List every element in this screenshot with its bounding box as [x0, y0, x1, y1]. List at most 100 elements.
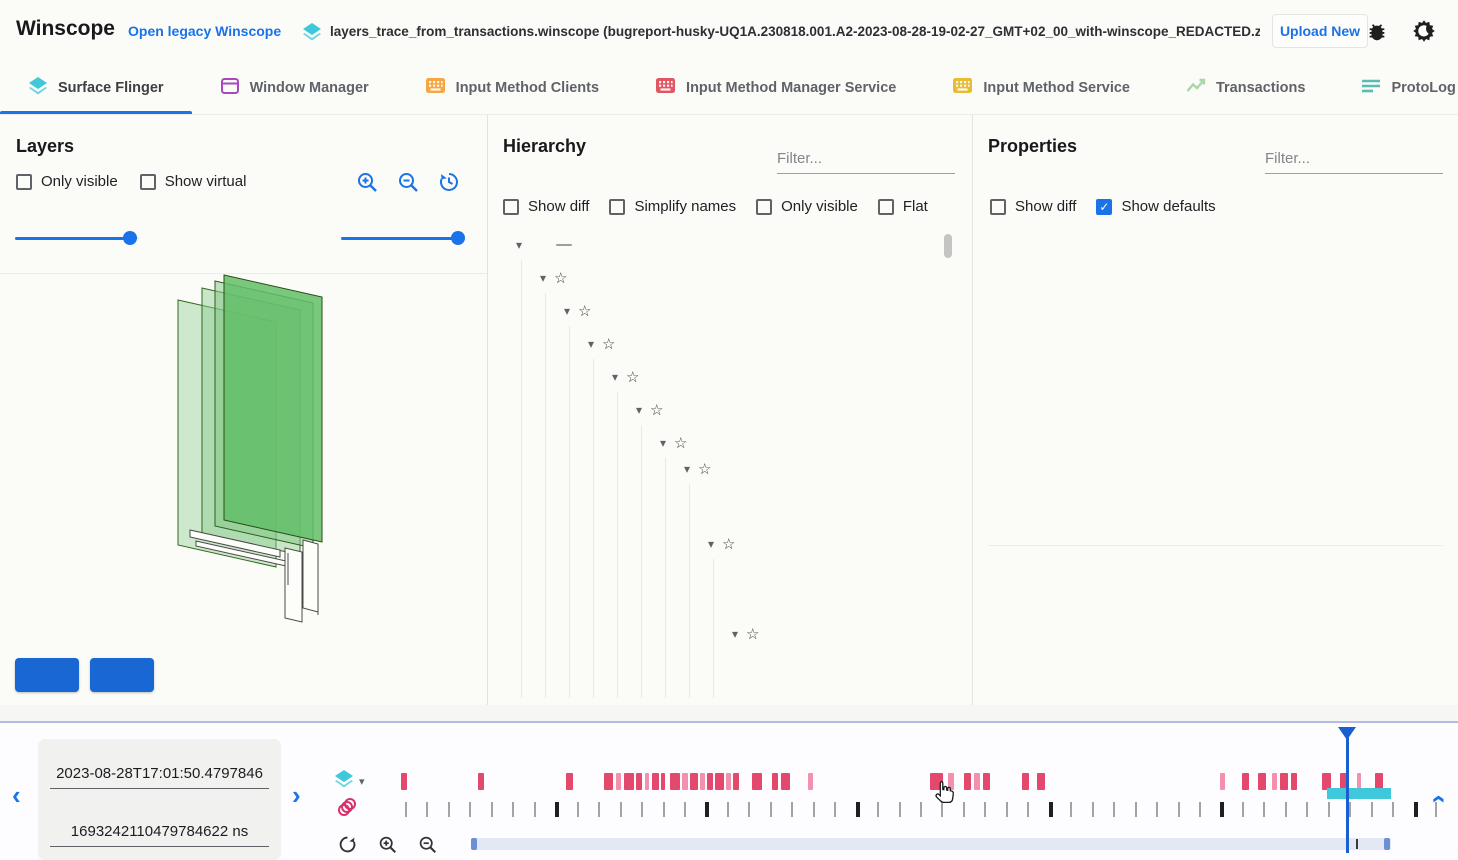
sf-event-mark[interactable] — [401, 773, 407, 790]
sf-event-mark[interactable] — [752, 773, 762, 790]
surfaceflinger-trace-icon[interactable] — [334, 769, 354, 794]
transaction-event-tick[interactable] — [1027, 802, 1030, 817]
sf-event-mark[interactable] — [781, 773, 790, 790]
hierarchy-filter-input[interactable] — [777, 148, 955, 174]
human-timestamp-field[interactable]: 2023-08-28T17:01:50.4797846 — [50, 765, 269, 789]
transaction-event-tick[interactable] — [533, 802, 536, 817]
expand-caret-icon[interactable]: ▾ — [636, 403, 643, 418]
transaction-event-tick[interactable] — [1134, 802, 1137, 817]
sf-event-mark[interactable] — [566, 773, 573, 790]
tree-node[interactable]: ▾ ☆ — [540, 269, 572, 287]
transaction-event-tick[interactable] — [1198, 802, 1201, 817]
transaction-event-tick[interactable] — [598, 802, 601, 817]
transaction-event-tick[interactable] — [941, 802, 944, 817]
checkbox-flat[interactable]: Flat — [877, 198, 928, 215]
checkbox-box[interactable] — [503, 198, 519, 215]
transaction-event-tick[interactable] — [1435, 802, 1437, 817]
tree-node[interactable]: ▾ — [516, 236, 572, 252]
sf-event-mark[interactable] — [1357, 773, 1361, 790]
rotation-slider-thumb[interactable] — [123, 231, 138, 245]
transaction-event-tick[interactable] — [1284, 802, 1287, 817]
surfaceflinger-events-row[interactable] — [0, 773, 1458, 790]
sf-event-mark[interactable] — [1242, 773, 1249, 790]
checkbox-only-visible[interactable]: Only visible — [16, 173, 118, 190]
star-icon[interactable]: ☆ — [602, 336, 616, 354]
ns-timestamp-field[interactable]: 1693242110479784622 ns — [50, 823, 269, 847]
transaction-event-tick[interactable] — [1306, 802, 1309, 817]
tab-surface-flinger[interactable]: Surface Flinger — [0, 62, 192, 114]
tab-window-manager[interactable]: Window Manager — [192, 62, 397, 114]
zoom-range-left-handle[interactable] — [471, 838, 477, 850]
expand-caret-icon[interactable]: ▾ — [588, 337, 595, 352]
star-icon[interactable]: ☆ — [554, 270, 568, 288]
tree-node[interactable]: ▾ ☆ — [708, 535, 932, 553]
expand-caret-icon[interactable]: ▾ — [612, 370, 619, 385]
transaction-event-tick[interactable] — [576, 802, 579, 817]
timeline-selection-range[interactable] — [1327, 788, 1391, 799]
sf-event-mark[interactable] — [645, 773, 649, 790]
transaction-event-tick[interactable] — [962, 802, 965, 817]
transaction-event-tick[interactable] — [1220, 802, 1225, 817]
transactions-events-row[interactable] — [0, 801, 1458, 818]
zoom-out-icon[interactable] — [418, 835, 437, 859]
layers-3d-view[interactable] — [0, 273, 487, 645]
sf-event-mark[interactable] — [1375, 773, 1383, 790]
transaction-event-tick[interactable] — [447, 802, 450, 817]
sf-event-mark[interactable] — [1037, 773, 1045, 790]
sf-event-mark[interactable] — [652, 773, 659, 790]
checkbox-show-diff[interactable]: Show diff — [503, 198, 589, 215]
transaction-event-tick[interactable] — [877, 802, 880, 817]
checkbox-only-visible[interactable]: Only visible — [756, 198, 858, 215]
transaction-event-tick[interactable] — [1392, 802, 1395, 817]
checkbox-box[interactable] — [877, 198, 894, 215]
expand-caret-icon[interactable]: ▾ — [732, 627, 739, 641]
tab-input-method-clients[interactable]: Input Method Clients — [397, 62, 627, 114]
star-icon[interactable]: ☆ — [650, 402, 664, 420]
properties-filter-input[interactable] — [1265, 148, 1443, 174]
star-icon[interactable]: ☆ — [722, 536, 736, 553]
transaction-event-tick[interactable] — [1241, 802, 1244, 817]
restore-view-icon[interactable] — [438, 171, 460, 198]
transaction-event-tick[interactable] — [1327, 802, 1330, 817]
chevron-down-icon[interactable]: ▾ — [359, 776, 365, 788]
refresh-icon[interactable] — [338, 835, 357, 859]
transaction-event-tick[interactable] — [834, 802, 837, 817]
timeline-cursor[interactable] — [1346, 729, 1349, 853]
star-icon[interactable]: ☆ — [698, 461, 712, 478]
transaction-event-tick[interactable] — [490, 802, 493, 817]
transaction-event-tick[interactable] — [683, 802, 686, 817]
tree-node[interactable]: ▾ ☆ — [732, 625, 942, 643]
tree-node[interactable]: ▾ ☆ — [660, 434, 692, 452]
transaction-event-tick[interactable] — [1349, 802, 1352, 817]
checkbox-simplify-names[interactable]: Simplify names — [609, 198, 736, 215]
expand-caret-icon[interactable]: ▾ — [684, 462, 691, 476]
dark-mode-icon[interactable] — [1412, 19, 1436, 48]
transaction-event-tick[interactable] — [898, 802, 901, 817]
checkbox-show-diff[interactable]: Show diff — [990, 198, 1076, 215]
sf-event-mark[interactable] — [636, 773, 642, 790]
checkbox-box[interactable] — [609, 198, 626, 215]
sf-event-mark[interactable] — [700, 773, 705, 790]
transaction-event-tick[interactable] — [619, 802, 622, 817]
transaction-event-tick[interactable] — [705, 802, 710, 817]
star-icon[interactable]: ☆ — [746, 626, 760, 643]
zoom-out-icon[interactable] — [397, 171, 419, 198]
star-icon[interactable]: ☆ — [626, 369, 640, 387]
sf-event-mark[interactable] — [808, 773, 813, 790]
layer-id-button-4[interactable] — [90, 658, 154, 692]
transaction-event-tick[interactable] — [1156, 802, 1159, 817]
sf-event-mark[interactable] — [715, 773, 724, 790]
sf-event-mark[interactable] — [983, 773, 990, 790]
checkbox-box[interactable] — [756, 198, 773, 215]
transaction-event-tick[interactable] — [555, 802, 560, 817]
transaction-event-tick[interactable] — [512, 802, 515, 817]
sf-event-mark[interactable] — [1272, 773, 1277, 790]
sf-event-mark[interactable] — [948, 773, 954, 790]
expand-caret-icon[interactable]: ▾ — [564, 304, 571, 319]
expand-caret-icon[interactable]: ▾ — [516, 238, 523, 253]
checkbox-box[interactable] — [990, 198, 1006, 215]
sf-event-mark[interactable] — [726, 773, 731, 790]
checkbox-box[interactable]: ✓ — [1096, 198, 1113, 215]
sf-event-mark[interactable] — [1322, 773, 1331, 790]
transaction-event-tick[interactable] — [855, 802, 860, 817]
